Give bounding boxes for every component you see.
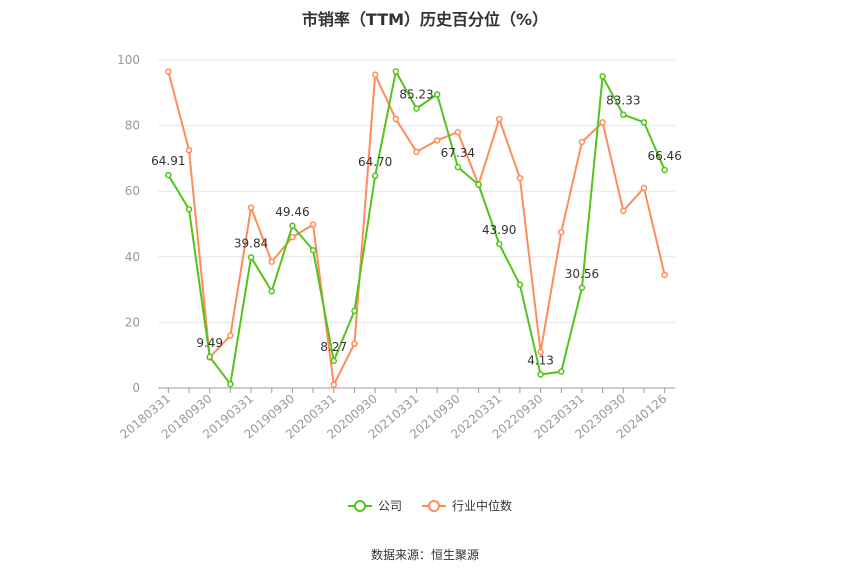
data-label: 64.70	[358, 155, 392, 169]
data-point	[289, 222, 296, 230]
data-point	[620, 111, 627, 118]
data-label: 85.23	[399, 87, 433, 101]
data-point	[185, 205, 193, 213]
data-point	[640, 119, 648, 126]
data-point	[309, 221, 317, 228]
data-point	[433, 137, 441, 144]
y-tick-label: 0	[132, 381, 140, 395]
data-label: 43.90	[482, 223, 516, 237]
data-point	[454, 163, 462, 171]
data-point	[495, 240, 503, 248]
data-point	[247, 254, 255, 261]
y-tick-label: 20	[125, 315, 140, 329]
data-point	[599, 73, 606, 80]
data-label: 83.33	[606, 94, 640, 108]
data-label: 64.91	[151, 154, 185, 168]
y-tick-label: 60	[125, 184, 140, 198]
data-point	[165, 171, 172, 179]
data-point	[206, 353, 213, 361]
data-point	[558, 228, 565, 236]
data-point	[227, 380, 234, 388]
data-point	[330, 381, 338, 388]
data-point	[289, 233, 296, 241]
data-point	[351, 340, 358, 347]
data-point	[578, 284, 586, 292]
data-label: 30.56	[565, 267, 599, 281]
data-point	[330, 357, 338, 365]
data-point	[475, 181, 482, 188]
data-point	[392, 68, 400, 75]
legend-marker	[354, 500, 366, 512]
chart-title: 市销率（TTM）历史百分位（%）	[301, 10, 549, 29]
data-point	[558, 368, 565, 375]
data-label: 9.49	[196, 336, 223, 350]
y-tick-label: 40	[125, 250, 140, 264]
series-line-company	[167, 70, 666, 386]
data-point	[537, 371, 544, 378]
data-point	[433, 91, 441, 98]
data-point	[309, 246, 317, 254]
data-point	[268, 287, 275, 295]
series-line-industry	[167, 71, 666, 386]
data-point	[578, 138, 586, 146]
data-point	[268, 258, 275, 265]
data-source: 数据来源：恒生聚源	[370, 548, 479, 562]
data-point	[640, 184, 648, 192]
data-point	[165, 68, 172, 75]
data-point	[227, 332, 234, 339]
y-tick-label: 80	[125, 119, 140, 133]
data-point	[413, 148, 420, 156]
data-point	[413, 105, 420, 112]
data-point	[516, 281, 524, 288]
data-point	[537, 348, 544, 356]
data-point	[247, 204, 255, 211]
legend-label: 公司	[378, 499, 402, 513]
y-tick-label: 100	[117, 53, 140, 67]
data-point	[454, 128, 462, 136]
data-point	[371, 71, 379, 79]
data-point	[516, 174, 524, 182]
data-point	[351, 307, 358, 315]
data-point	[661, 271, 668, 279]
data-label: 4.13	[527, 353, 554, 367]
legend-marker	[428, 500, 440, 512]
data-label: 49.46	[275, 205, 309, 219]
data-point	[392, 115, 400, 123]
data-point	[620, 207, 627, 215]
data-point	[599, 119, 606, 126]
data-label: 67.34	[441, 146, 475, 160]
data-point	[495, 115, 503, 123]
data-point	[661, 166, 668, 174]
data-point	[185, 146, 193, 154]
legend-label: 行业中位数	[452, 498, 512, 513]
data-label: 39.84	[234, 236, 268, 250]
data-label: 66.46	[647, 149, 681, 163]
data-point	[371, 172, 379, 180]
data-label: 8.27	[320, 340, 347, 354]
